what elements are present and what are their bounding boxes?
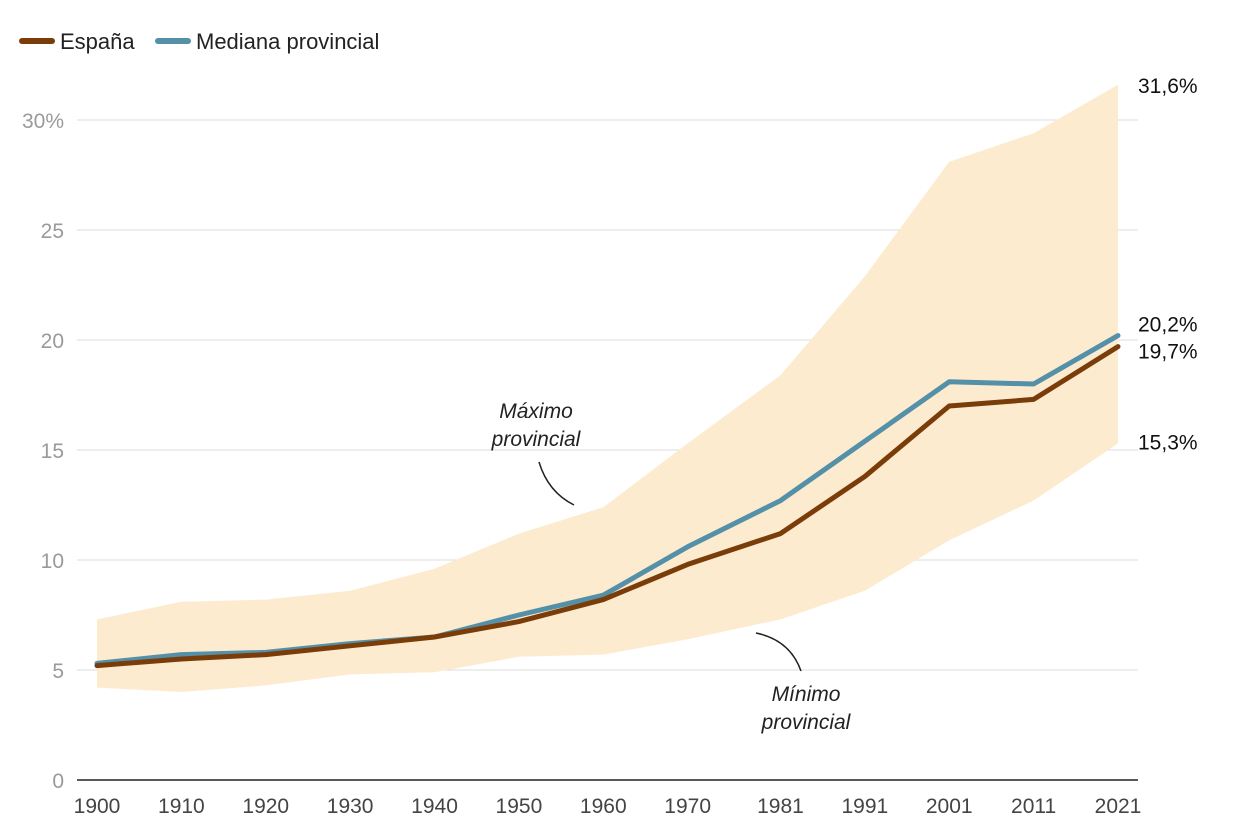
annotation-min-line2: provincial — [761, 711, 852, 734]
x-tick-label: 1940 — [411, 795, 458, 818]
x-tick-label: 1920 — [242, 795, 289, 818]
min-max-band — [97, 84, 1118, 693]
annotation-max-line1: Máximo — [499, 400, 573, 423]
end-label: 20,2% — [1138, 314, 1198, 337]
x-tick-label: 2021 — [1095, 795, 1142, 818]
end-label: 31,6% — [1138, 75, 1198, 98]
series-line-espana — [94, 344, 1121, 669]
legend-item-mediana: Mediana provincial — [155, 29, 379, 54]
legend: España Mediana provincial — [19, 29, 379, 54]
annotation-min: Mínimo provincial — [755, 632, 852, 734]
y-tick-label: 15 — [41, 440, 64, 463]
range-band — [97, 84, 1118, 693]
x-tick-label: 1930 — [327, 795, 374, 818]
y-tick-label: 10 — [41, 550, 64, 573]
legend-item-espana: España — [19, 29, 135, 54]
y-tick-label: 30% — [22, 110, 64, 133]
x-tick-label: 1970 — [664, 795, 711, 818]
x-tick-label: 1900 — [74, 795, 121, 818]
x-tick-label: 1991 — [842, 795, 889, 818]
annotation-max-connector — [538, 461, 575, 506]
end-label: 15,3% — [1138, 431, 1198, 454]
x-tick-label: 1950 — [496, 795, 543, 818]
annotation-min-line1: Mínimo — [772, 683, 841, 706]
series-lines — [94, 333, 1121, 669]
legend-label-espana: España — [60, 29, 135, 54]
x-tick-label: 2001 — [926, 795, 973, 818]
x-tick-label: 2011 — [1011, 795, 1056, 818]
y-tick-label: 25 — [41, 220, 64, 243]
y-tick-label: 20 — [41, 330, 64, 353]
legend-label-mediana: Mediana provincial — [196, 29, 379, 54]
y-tick-label: 5 — [52, 660, 64, 683]
annotation-max: Máximo provincial — [491, 400, 582, 506]
x-tick-label: 1910 — [158, 795, 205, 818]
end-label: 19,7% — [1138, 341, 1198, 364]
annotation-min-connector — [755, 632, 802, 672]
x-tick-label: 1981 — [757, 795, 804, 818]
x-axis-ticks: 1900 1910 1920 1930 1940 1950 1960 1970 1981 1991… — [74, 795, 1142, 818]
annotation-max-line2: provincial — [491, 428, 582, 451]
y-tick-label: 0 — [52, 770, 64, 793]
x-tick-label: 1960 — [580, 795, 627, 818]
y-axis-ticks: 0 5 10 15 20 25 30% — [22, 110, 64, 793]
end-labels: 31,6% 20,2% 19,7% 15,3% — [1138, 75, 1198, 455]
